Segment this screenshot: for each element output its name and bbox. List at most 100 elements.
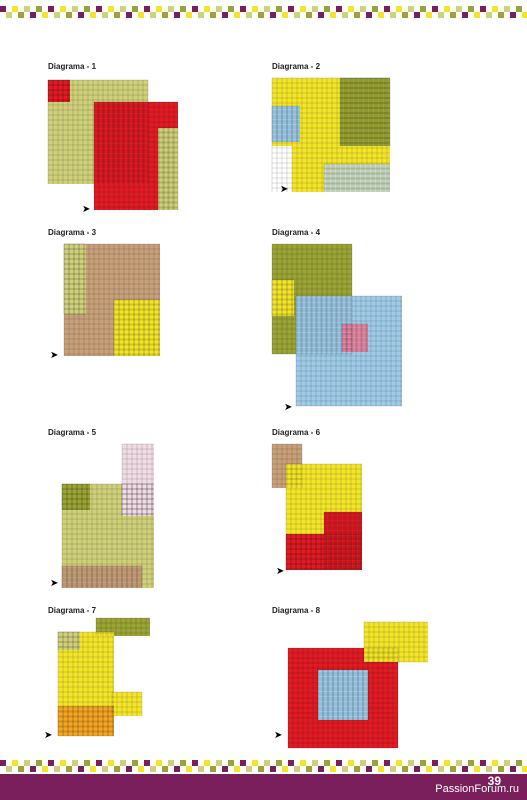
checker-square	[222, 760, 228, 766]
checker-square	[6, 766, 12, 772]
checker-square	[174, 6, 180, 12]
page-number: 39	[487, 774, 501, 788]
checker-square	[462, 766, 468, 772]
checker-square	[348, 12, 354, 18]
checker-square	[84, 12, 90, 18]
checker-square	[510, 760, 516, 766]
checker-square	[300, 760, 306, 766]
checker-square	[60, 6, 66, 12]
checker-square	[498, 6, 504, 12]
checker-square	[162, 6, 168, 12]
checker-square	[348, 6, 354, 12]
checker-square	[96, 12, 102, 18]
checker-square	[216, 760, 222, 766]
checker-square	[54, 6, 60, 12]
lightgreen-block	[324, 164, 390, 192]
checker-square	[54, 760, 60, 766]
checker-square	[180, 6, 186, 12]
checker-square	[354, 12, 360, 18]
checker-square	[360, 766, 366, 772]
checker-square	[330, 760, 336, 766]
checker-square	[72, 6, 78, 12]
diagram-title: Diagrama - 8	[272, 606, 321, 615]
checker-square	[378, 12, 384, 18]
checker-square	[48, 6, 54, 12]
checker-square	[372, 6, 378, 12]
checker-square	[102, 766, 108, 772]
checker-square	[30, 760, 36, 766]
checker-square	[432, 12, 438, 18]
checker-square	[480, 760, 486, 766]
checker-square	[468, 6, 474, 12]
checker-square	[30, 766, 36, 772]
checker-square	[504, 6, 510, 12]
checker-square	[210, 12, 216, 18]
checker-square	[126, 6, 132, 12]
checker-square	[354, 766, 360, 772]
checker-square	[6, 6, 12, 12]
checker-square	[96, 6, 102, 12]
checker-square	[234, 766, 240, 772]
checker-square	[366, 6, 372, 12]
pink-block	[342, 324, 368, 352]
checker-square	[414, 12, 420, 18]
checker-square	[492, 766, 498, 772]
checker-square	[282, 12, 288, 18]
yellow-strip	[272, 280, 294, 316]
checker-square	[462, 6, 468, 12]
checker-square	[36, 766, 42, 772]
checker-square	[66, 760, 72, 766]
checker-square	[384, 12, 390, 18]
checker-square	[192, 12, 198, 18]
checker-square	[198, 6, 204, 12]
diagram-5-chart	[61, 443, 154, 588]
checker-square	[408, 6, 414, 12]
bottom-checker-border	[0, 760, 527, 772]
checker-square	[420, 12, 426, 18]
checker-square	[378, 766, 384, 772]
checker-square	[36, 760, 42, 766]
checker-square	[12, 760, 18, 766]
checker-square	[360, 12, 366, 18]
checker-square	[510, 766, 516, 772]
checker-square	[186, 766, 192, 772]
checker-square	[318, 6, 324, 12]
checker-square	[366, 12, 372, 18]
checker-square	[120, 766, 126, 772]
checker-square	[234, 12, 240, 18]
start-arrow-icon: ➤	[50, 578, 59, 589]
khaki-strip	[158, 128, 178, 210]
checker-square	[150, 12, 156, 18]
checker-square	[522, 760, 527, 766]
yellow-tab	[112, 692, 142, 716]
checker-square	[300, 766, 306, 772]
checker-square	[522, 6, 527, 12]
top-checker-border	[0, 6, 527, 18]
checker-square	[156, 6, 162, 12]
checker-square	[192, 766, 198, 772]
checker-square	[228, 6, 234, 12]
start-arrow-icon: ➤	[274, 730, 283, 741]
watermark: PassionForum.ru	[435, 783, 519, 795]
checker-square	[516, 12, 522, 18]
bottom-band	[0, 774, 527, 800]
checker-square	[504, 12, 510, 18]
checker-square	[12, 766, 18, 772]
checker-square	[474, 760, 480, 766]
checker-square	[300, 6, 306, 12]
checker-square	[234, 6, 240, 12]
checker-square	[216, 12, 222, 18]
checker-square	[240, 12, 246, 18]
checker-square	[72, 12, 78, 18]
lightpink-overlay	[122, 484, 154, 516]
checker-square	[342, 6, 348, 12]
khaki-corner	[58, 632, 80, 650]
checker-square	[324, 760, 330, 766]
checker-square	[312, 760, 318, 766]
checker-square	[96, 760, 102, 766]
checker-square	[6, 760, 12, 766]
checker-square	[264, 12, 270, 18]
checker-square	[84, 6, 90, 12]
checker-square	[108, 6, 114, 12]
checker-square	[198, 760, 204, 766]
